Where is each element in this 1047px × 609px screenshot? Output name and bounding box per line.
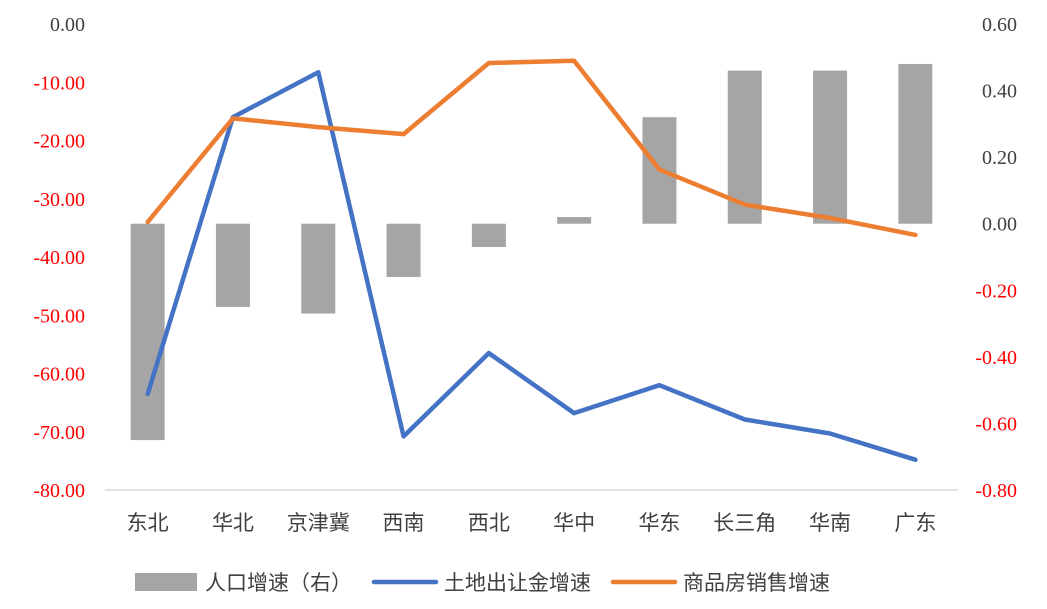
right-tick-label: 0.00: [982, 214, 1017, 236]
left-tick-label: -80.00: [33, 480, 85, 502]
legend-swatch-bar: [135, 573, 197, 591]
left-tick-label: -60.00: [33, 364, 85, 386]
right-tick-label: 0.20: [982, 147, 1017, 169]
right-tick-label: 0.40: [982, 81, 1017, 103]
population-bar: [130, 223, 165, 441]
left-tick-label: -20.00: [33, 131, 85, 153]
category-label: 西北: [468, 511, 510, 535]
category-label: 京津冀: [287, 511, 350, 535]
category-label: 东北: [127, 511, 169, 535]
population-bars: [130, 63, 933, 441]
left-axis-ticks: 0.00 -10.00 -20.00 -30.00 -40.00 -50.00 -60.00…: [33, 14, 85, 502]
category-label: 西南: [383, 511, 425, 535]
population-bar: [215, 223, 250, 307]
population-bar: [813, 70, 848, 224]
legend-label: 人口增速（右）: [205, 571, 352, 595]
series-line: [145, 70, 918, 462]
right-tick-label: -0.20: [975, 280, 1017, 302]
left-tick-label: -50.00: [33, 305, 85, 327]
right-tick-label: -0.80: [975, 480, 1017, 502]
legend: 人口增速（右） 土地出让金增速 商品房销售增速: [135, 571, 830, 595]
right-tick-label: 0.60: [982, 14, 1017, 36]
left-tick-label: -40.00: [33, 247, 85, 269]
right-tick-label: -0.40: [975, 347, 1017, 369]
category-label: 长三角: [713, 511, 776, 535]
legend-label: 商品房销售增速: [683, 571, 830, 595]
population-bar: [471, 223, 506, 248]
category-label: 华中: [553, 511, 595, 535]
line-series: [145, 58, 918, 462]
category-label: 华东: [638, 511, 680, 535]
left-tick-label: -70.00: [33, 422, 85, 444]
right-tick-label: -0.60: [975, 413, 1017, 435]
left-tick-label: -10.00: [33, 72, 85, 94]
category-label: 华北: [212, 511, 254, 535]
series-line: [145, 58, 918, 238]
category-labels: 东北 华北 京津冀 西南 西北 华中 华东 长三角 华南 广东: [127, 511, 937, 535]
category-label: 广东: [894, 511, 936, 535]
right-axis-ticks: 0.60 0.40 0.20 0.00 -0.20 -0.40 -0.60 -0.80: [975, 14, 1017, 502]
category-label: 华南: [809, 511, 851, 535]
left-tick-label: -30.00: [33, 189, 85, 211]
population-bar: [386, 223, 421, 277]
legend-label: 土地出让金增速: [444, 571, 591, 595]
population-bar: [301, 223, 336, 314]
left-tick-label: 0.00: [50, 14, 85, 36]
population-bar: [898, 63, 933, 224]
population-bar: [557, 217, 592, 224]
